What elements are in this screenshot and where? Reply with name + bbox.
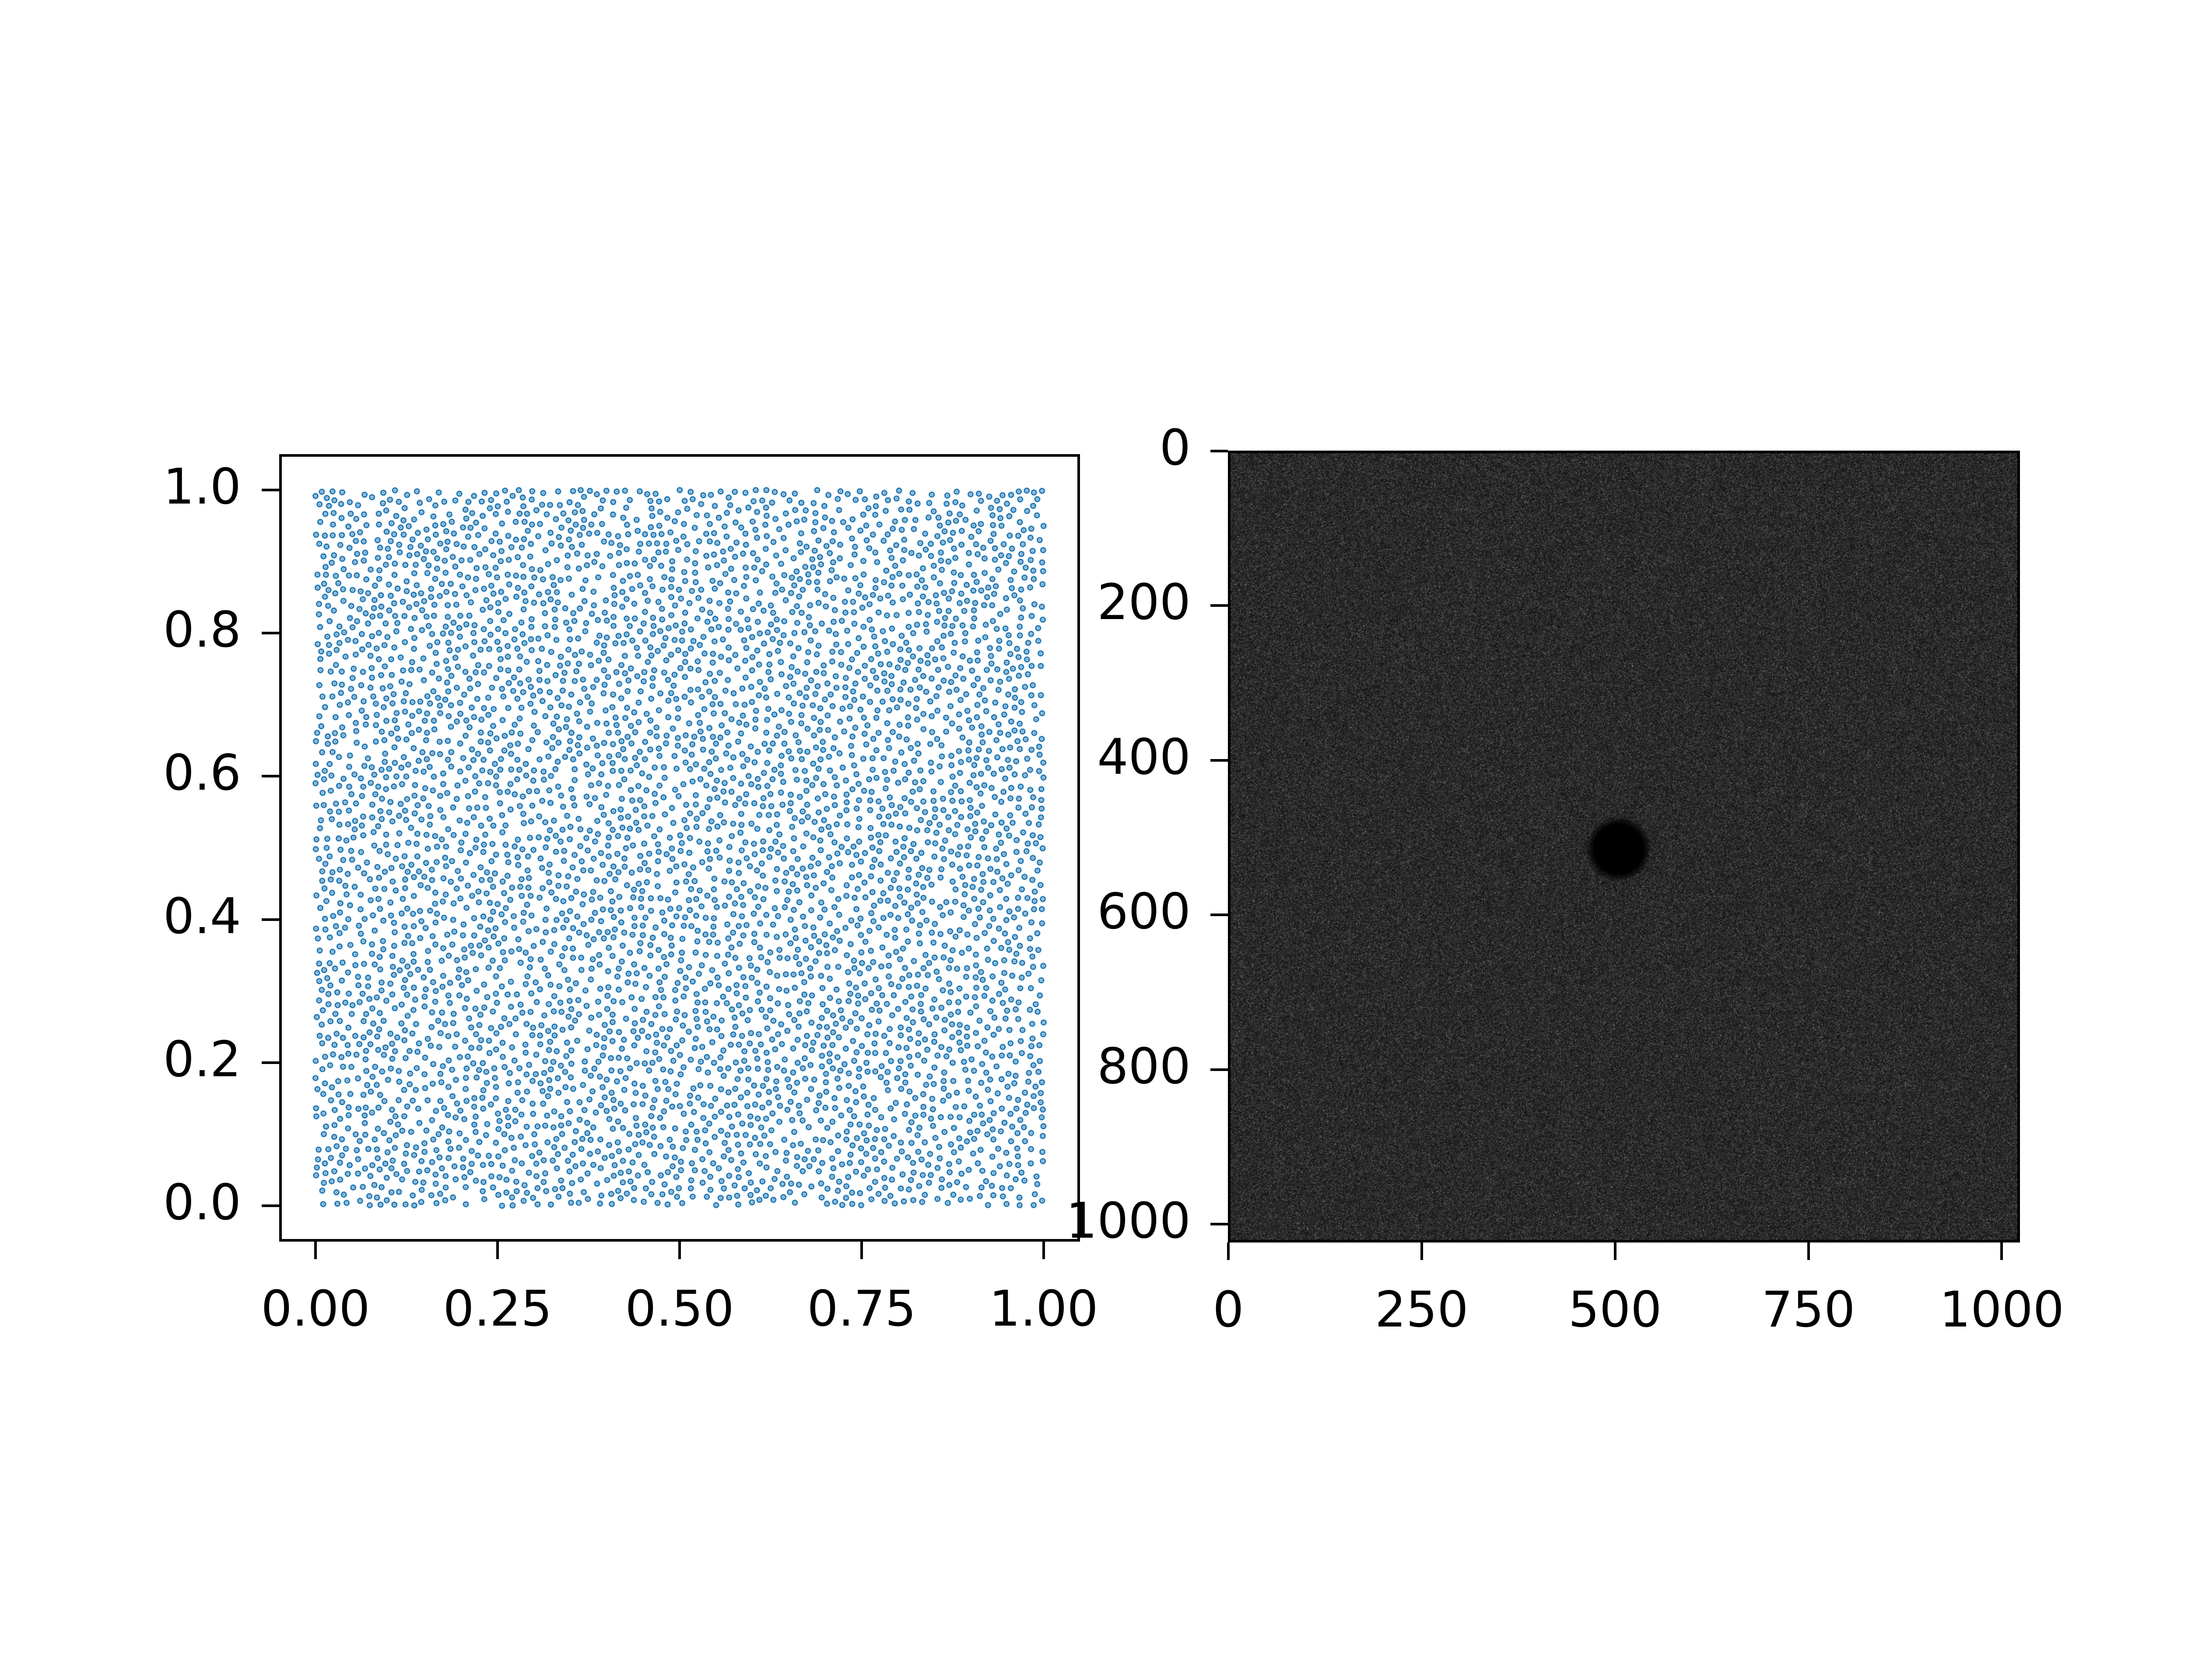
image-x-tick-label: 750: [1761, 1281, 1855, 1338]
image-y-tick-label: 800: [1097, 1038, 1191, 1095]
image-y-tick-label: 1000: [1066, 1193, 1191, 1250]
scatter-x-tick: [1042, 1242, 1045, 1259]
noise-image-canvas: [1231, 453, 2017, 1240]
image-y-tick: [1210, 449, 1228, 452]
scatter-y-tick: [262, 489, 279, 491]
scatter-y-tick-label: 0.2: [163, 1031, 241, 1088]
image-x-tick: [1227, 1242, 1230, 1260]
image-x-tick-label: 500: [1568, 1281, 1662, 1338]
scatter-y-tick: [262, 1204, 279, 1207]
image-y-tick: [1210, 1223, 1228, 1226]
scatter-x-tick-label: 0.25: [443, 1281, 552, 1337]
image-y-tick-label: 0: [1159, 419, 1191, 476]
scatter-x-tick-label: 1.00: [989, 1281, 1098, 1337]
scatter-y-tick-label: 0.0: [163, 1174, 241, 1231]
image-x-tick: [2000, 1242, 2003, 1260]
image-x-tick: [1420, 1242, 1423, 1260]
scatter-x-tick-label: 0.50: [625, 1281, 734, 1337]
scatter-y-tick-label: 0.6: [163, 745, 241, 802]
scatter-y-tick-label: 0.4: [163, 888, 241, 945]
image-y-tick: [1210, 1068, 1228, 1071]
scatter-y-tick-label: 1.0: [163, 458, 241, 515]
scatter-subplot: [279, 454, 1080, 1242]
image-y-tick: [1210, 759, 1228, 762]
noise-image-subplot: [1228, 451, 2020, 1242]
scatter-x-tick: [314, 1242, 317, 1259]
scatter-y-tick: [262, 918, 279, 921]
scatter-y-tick: [262, 632, 279, 635]
scatter-y-tick: [262, 1061, 279, 1064]
scatter-x-tick: [678, 1242, 681, 1259]
scatter-x-tick: [860, 1242, 863, 1259]
image-x-tick-label: 1000: [1939, 1281, 2064, 1338]
scatter-x-tick: [496, 1242, 499, 1259]
image-y-tick: [1210, 914, 1228, 917]
scatter-y-tick: [262, 775, 279, 778]
scatter-x-tick-label: 0.00: [261, 1281, 370, 1337]
image-x-tick: [1613, 1242, 1616, 1260]
image-x-tick-label: 250: [1375, 1281, 1469, 1338]
scatter-x-tick-label: 0.75: [807, 1281, 916, 1337]
image-y-tick-label: 200: [1097, 574, 1191, 631]
scatter-canvas: [282, 457, 1077, 1239]
scatter-y-tick-label: 0.8: [163, 602, 241, 659]
image-y-tick-label: 600: [1097, 883, 1191, 941]
image-x-tick: [1807, 1242, 1810, 1260]
image-x-tick-label: 0: [1213, 1281, 1244, 1338]
image-y-tick-label: 400: [1097, 728, 1191, 786]
image-y-tick: [1210, 604, 1228, 607]
